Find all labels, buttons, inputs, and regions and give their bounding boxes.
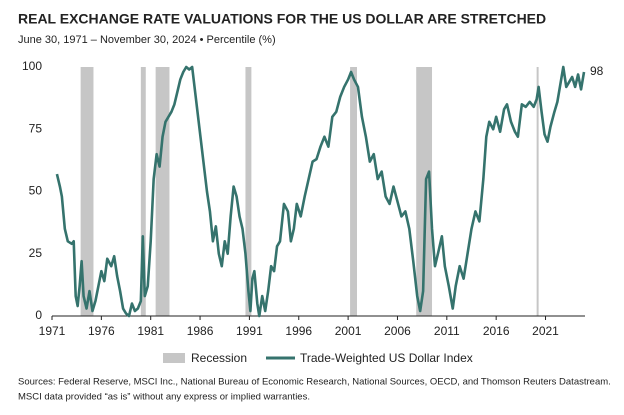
y-tick-label: 0 <box>35 308 42 322</box>
note: Sources: Federal Reserve, MSCI Inc., Nat… <box>18 377 611 388</box>
series-line <box>55 65 586 318</box>
recession-band <box>80 67 94 316</box>
y-tick-label: 25 <box>29 246 43 260</box>
y-tick-label: 100 <box>22 59 42 73</box>
chart-subtitle: June 30, 1971 – November 30, 2024 • Perc… <box>18 34 276 46</box>
recession-band <box>350 67 357 316</box>
legend-label: Trade-Weighted US Dollar Index <box>300 351 473 365</box>
recession-band <box>155 67 170 316</box>
note: MSCI data provided “as is” without any e… <box>18 392 310 403</box>
y-tick-label: 75 <box>29 121 43 135</box>
chart-title: REAL EXCHANGE RATE VALUATIONS FOR THE US… <box>18 11 546 27</box>
y-tick-label: 50 <box>29 184 43 198</box>
recession-band <box>416 67 433 316</box>
legend-label: Recession <box>191 351 247 365</box>
x-tick-label: 2006 <box>384 324 411 338</box>
x-tick-label: 2001 <box>335 324 362 338</box>
x-tick-label: 1981 <box>137 324 164 338</box>
end-label: 98 <box>590 64 604 78</box>
x-tick-label: 2011 <box>434 324 460 338</box>
recession-band <box>140 67 146 316</box>
x-tick-label: 2021 <box>532 324 559 338</box>
x-tick-label: 1996 <box>285 324 312 338</box>
recession-band <box>245 67 252 316</box>
legend-swatch <box>163 353 185 363</box>
x-tick-label: 1976 <box>88 324 115 338</box>
recession-band <box>536 67 539 316</box>
x-tick-label: 1971 <box>39 324 66 338</box>
x-tick-label: 1986 <box>187 324 214 338</box>
x-tick-label: 2016 <box>483 324 510 338</box>
x-tick-label: 1991 <box>236 324 263 338</box>
